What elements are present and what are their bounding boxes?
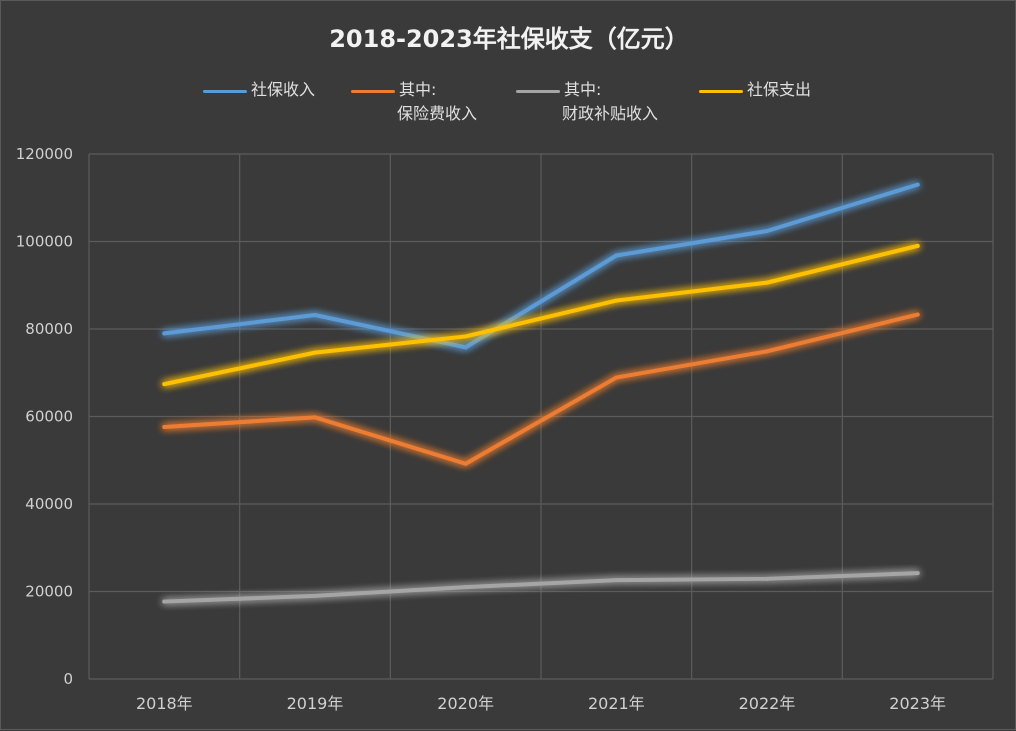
series-3-point xyxy=(313,350,317,355)
series-2-point xyxy=(162,599,167,604)
series-0-point xyxy=(765,229,769,233)
y-tick-label: 40000 xyxy=(25,495,73,513)
series-2-point xyxy=(765,576,769,581)
y-tick-label: 80000 xyxy=(25,320,73,338)
series-0-point xyxy=(313,313,317,317)
series-2-point xyxy=(915,571,920,576)
grid-layer xyxy=(88,153,994,680)
series-2-point xyxy=(463,585,468,590)
legend-label-series-3-line-0: 社保支出 xyxy=(747,80,812,99)
series-line-0 xyxy=(162,182,920,350)
series-1-point xyxy=(915,312,920,317)
series-line-3 xyxy=(162,243,920,387)
y-tick-label: 0 xyxy=(63,670,73,688)
legend-swatch-series-2 xyxy=(516,90,560,93)
y-tick-label: 120000 xyxy=(16,145,73,163)
legend-swatch-series-1 xyxy=(351,90,395,93)
y-tick-label: 60000 xyxy=(25,408,73,426)
legend-label-series-2-line-0: 其中: xyxy=(564,80,602,99)
y-tick-label: 100000 xyxy=(16,233,73,251)
x-tick-label: 2023年 xyxy=(889,694,946,713)
series-0-point xyxy=(614,253,619,258)
series-3-point xyxy=(915,243,920,248)
y-axis-tick-labels: 0 20000 40000 60000 80000 100000 120000 xyxy=(16,145,73,688)
chart-title: 2018-2023年社保收支（亿元） xyxy=(329,25,689,53)
x-tick-label: 2018年 xyxy=(136,694,193,713)
series-1-point xyxy=(463,461,468,466)
series-2-point xyxy=(313,593,317,598)
x-tick-label: 2020年 xyxy=(437,694,494,713)
series-2-point xyxy=(614,578,619,583)
y-tick-label: 20000 xyxy=(25,583,73,601)
legend-swatch-series-3 xyxy=(699,90,743,93)
series-0-point xyxy=(162,331,167,336)
legend-label-series-1-line-1: 保险费收入 xyxy=(397,104,478,123)
series-1-point xyxy=(765,349,769,354)
legend-label-series-1-line-0: 其中: xyxy=(399,80,437,99)
series-3-point xyxy=(614,298,619,303)
series-3-point xyxy=(162,382,167,387)
x-tick-label: 2022年 xyxy=(739,694,796,713)
x-tick-label: 2019年 xyxy=(287,694,344,713)
series-3-point xyxy=(463,334,468,339)
series-0-point xyxy=(915,182,920,187)
series-3-point xyxy=(765,280,769,285)
legend-label-series-2-line-1: 财政补贴收入 xyxy=(562,104,659,123)
series-layer xyxy=(162,182,920,604)
x-axis-tick-labels: 2018年 2019年 2020年 2021年 2022年 2023年 xyxy=(136,694,946,713)
legend-swatch-series-0 xyxy=(203,90,247,93)
series-1-point xyxy=(313,415,317,420)
series-line-1 xyxy=(162,312,920,466)
legend-label-series-0-line-0: 社保收入 xyxy=(251,80,316,99)
series-1-point xyxy=(162,425,167,429)
x-tick-label: 2021年 xyxy=(588,694,645,713)
series-line-2 xyxy=(162,571,920,604)
series-1-point xyxy=(614,375,619,380)
series-0-point xyxy=(463,345,468,350)
